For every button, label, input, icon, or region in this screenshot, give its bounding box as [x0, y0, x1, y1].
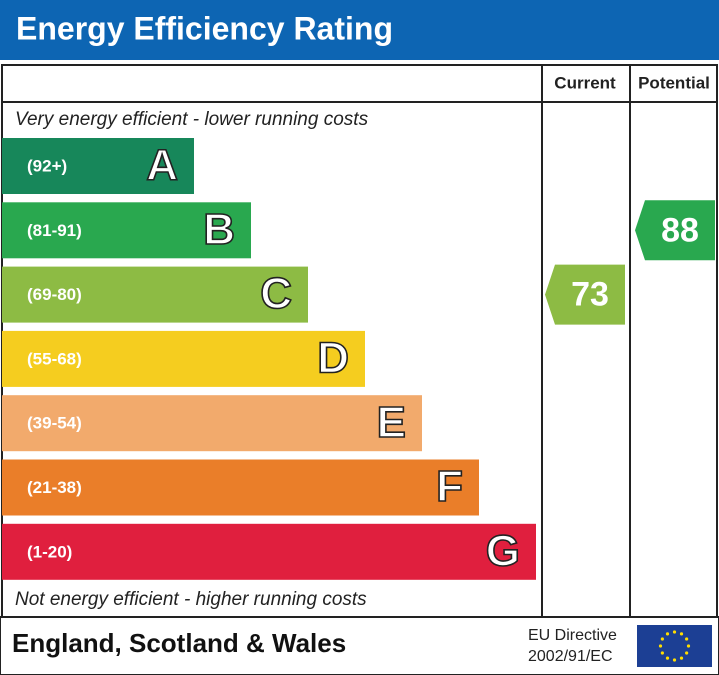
- band-range: (55-68): [27, 349, 82, 368]
- band: [2, 138, 194, 194]
- rating-value: 73: [571, 276, 609, 314]
- title: Energy Efficiency Rating: [16, 10, 393, 46]
- star: [658, 644, 663, 648]
- bottom-note: Not energy efficient - higher running co…: [15, 589, 367, 610]
- column-header: Current: [554, 73, 616, 92]
- star: [685, 637, 689, 641]
- rating-arrow: [635, 200, 715, 261]
- band-letter: F: [436, 462, 463, 511]
- band-letter: G: [486, 526, 520, 575]
- star: [672, 658, 677, 662]
- rating-arrow: [545, 264, 625, 325]
- band-letter: E: [377, 398, 406, 447]
- star: [685, 651, 689, 655]
- band-range: (92+): [27, 156, 67, 175]
- star: [660, 651, 664, 655]
- band-range: (69-80): [27, 285, 82, 304]
- rating-value: 88: [661, 211, 699, 249]
- band: [2, 523, 536, 580]
- band-range: (39-54): [27, 414, 82, 433]
- header-band: [0, 0, 719, 60]
- band-range: (1-20): [27, 542, 72, 561]
- top-note: Very energy efficient - lower running co…: [15, 109, 369, 130]
- directive: EU Directive: [528, 627, 617, 644]
- band-letter: D: [317, 334, 349, 383]
- directive: 2002/91/EC: [528, 648, 613, 665]
- band-range: (81-91): [27, 221, 82, 240]
- band: [2, 330, 365, 387]
- star: [686, 644, 691, 648]
- star: [679, 656, 684, 660]
- band: [2, 459, 479, 516]
- band-range: (21-38): [27, 478, 82, 497]
- column-header: Potential: [638, 73, 710, 92]
- band: [2, 395, 422, 452]
- star: [660, 637, 664, 641]
- band-letter: B: [203, 205, 235, 254]
- star: [665, 656, 670, 660]
- region: England, Scotland & Wales: [12, 628, 346, 658]
- eu-stars: [658, 630, 691, 662]
- band: [2, 266, 308, 323]
- band: [2, 202, 251, 259]
- star: [679, 632, 684, 636]
- band-letter: C: [260, 269, 292, 318]
- star: [665, 632, 670, 636]
- footer: [0, 616, 719, 675]
- star: [672, 630, 677, 634]
- band-letter: A: [146, 141, 178, 190]
